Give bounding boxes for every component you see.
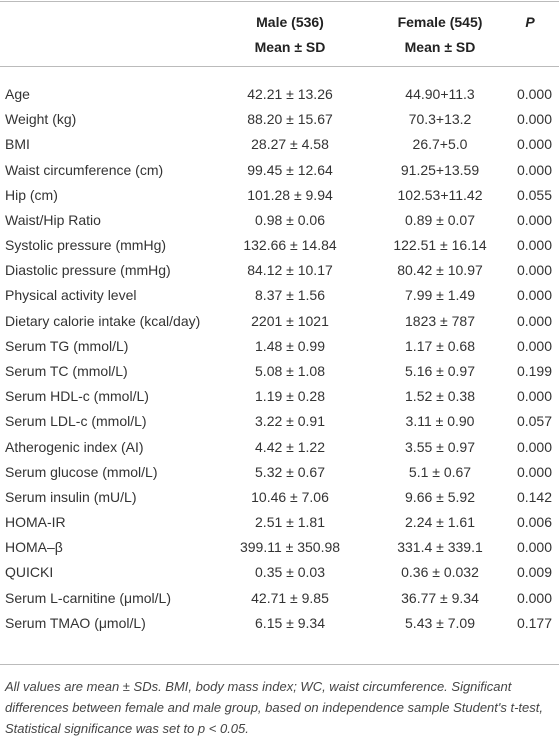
table-cell: 0.142 [516,488,552,505]
table-cell: Serum L-carnitine (μmol/L) [5,589,172,606]
table-cell: Waist/Hip Ratio [5,211,101,228]
table-cell: Serum HDL-c (mmol/L) [5,388,149,405]
table-cell: 0.000 [516,211,552,228]
table-cell: 2201 ± 1021 [251,312,329,329]
table-cell: Serum TC (mmol/L) [5,362,128,379]
table-cell: Systolic pressure (mmHg) [5,237,167,254]
table-cell: 1.52 ± 0.38 [405,388,475,405]
table-cell: 36.77 ± 9.34 [401,589,479,606]
table-cell: Atherogenic index (AI) [5,438,144,455]
table-cell: 88.20 ± 15.67 [247,111,333,128]
table-cell: 0.000 [516,463,552,480]
table-cell: 1.19 ± 0.28 [255,388,325,405]
table-cell: 0.009 [516,564,552,581]
table-cell: 0.199 [516,362,552,379]
table-cell: 0.000 [516,388,552,405]
table-cell: 0.000 [516,539,552,556]
table-cell: 42.71 ± 9.85 [251,589,329,606]
table-cell: Hip (cm) [5,186,58,203]
table-cell: 99.45 ± 12.64 [247,161,333,178]
table-cell: 2.24 ± 1.61 [405,514,475,531]
table-cell: QUICKI [5,564,54,581]
table-cell: 0.177 [516,614,552,631]
table-cell: 0.000 [516,438,552,455]
table-cell: 0.000 [516,86,552,102]
table-cell: Female (545) [397,14,483,30]
table-cell: Mean ± SD [404,39,476,55]
table-cell: 0.000 [516,136,552,153]
table-cell: 0.000 [516,111,552,128]
table-cell: 0.35 ± 0.03 [255,564,325,581]
table-cell: 70.3+13.2 [408,111,472,128]
table-cell: 5.1 ± 0.67 [408,463,472,480]
table-cell: 2.51 ± 1.81 [255,514,325,531]
table-cell: Physical activity level [5,287,137,304]
table-cell: HOMA–β [5,539,63,556]
table-cell: 0.000 [516,312,552,329]
table-cell: 6.15 ± 9.34 [255,614,325,631]
table-cell: 122.51 ± 16.14 [393,237,487,254]
table-cell: 84.12 ± 10.17 [247,262,333,279]
table-cell: Male (536) [256,14,324,30]
table-cell: Diastolic pressure (mmHg) [5,262,171,279]
table-cell: 5.08 ± 1.08 [255,362,325,379]
table-cell: 0.89 ± 0.07 [405,211,475,228]
table-cell: 3.11 ± 0.90 [405,413,475,430]
table-cell: 10.46 ± 7.06 [251,488,329,505]
table-cell: P [525,14,535,30]
table-cell: 3.22 ± 0.91 [255,413,325,430]
table-cell: 42.21 ± 13.26 [247,86,333,102]
table-cell: 3.55 ± 0.97 [405,438,475,455]
table-cell: 26.7+5.0 [412,136,468,153]
table-cell: 5.16 ± 0.97 [405,362,475,379]
table-cell: 1823 ± 787 [405,312,475,329]
rule [0,664,559,665]
table-cell: Serum TG (mmol/L) [5,337,129,354]
table-cell: 8.37 ± 1.56 [255,287,325,304]
table-cell: 0.057 [516,413,552,430]
table-cell: 0.000 [516,262,552,279]
table-cell: 0.000 [516,161,552,178]
table-cell: 5.43 ± 7.09 [405,614,475,631]
table-cell: 132.66 ± 14.84 [243,237,337,254]
table-cell: Serum glucose (mmol/L) [5,463,158,480]
table-cell: 4.42 ± 1.22 [255,438,325,455]
table-cell: 0.055 [516,186,552,203]
table-cell: Dietary calorie intake (kcal/day) [5,312,201,329]
table-cell: 7.99 ± 1.49 [405,287,475,304]
table-cell: Weight (kg) [5,111,77,128]
table-cell: 331.4 ± 339.1 [397,539,483,556]
table-cell: 0.000 [516,589,552,606]
table-cell: 0.000 [516,287,552,304]
table-cell: 9.66 ± 5.92 [405,488,475,505]
table-cell: 5.32 ± 0.67 [255,463,325,480]
table-cell: Serum TMAO (μmol/L) [5,614,146,631]
rule [0,66,559,67]
table-cell: 399.11 ± 350.98 [239,539,341,556]
table-cell: 0.98 ± 0.06 [255,211,325,228]
table-cell: 80.42 ± 10.97 [397,262,483,279]
table-cell: Age [5,86,30,102]
table-cell: 102.53+11.42 [397,186,483,203]
table-cell: Waist circumference (cm) [5,161,164,178]
table-cell: 1.48 ± 0.99 [255,337,325,354]
table-cell: 1.17 ± 0.68 [405,337,475,354]
table-cell: Serum LDL-c (mmol/L) [5,413,147,430]
table-cell: 0.36 ± 0.032 [401,564,479,581]
table-cell: Mean ± SD [254,39,326,55]
table-cell: HOMA-IR [5,514,66,531]
rule [0,1,559,2]
table-cell: 28.27 ± 4.58 [251,136,329,153]
footnote: All values are mean ± SDs. BMI, body mas… [5,679,543,736]
table-cell: 0.000 [516,337,552,354]
table-cell: 101.28 ± 9.94 [247,186,333,203]
table-cell: 44.90+11.3 [405,86,475,102]
table-cell: 0.006 [516,514,552,531]
table-cell: 0.000 [516,237,552,254]
table-cell: 91.25+13.59 [400,161,480,178]
table-cell: BMI [5,136,30,153]
table-cell: Serum insulin (mU/L) [5,488,137,505]
